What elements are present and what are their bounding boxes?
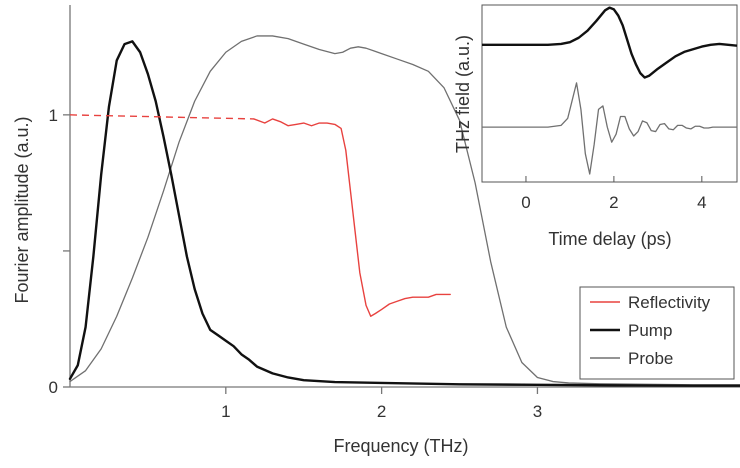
inset-ticks: 0 2 4	[521, 176, 707, 212]
inset-x-axis-label: Time delay (ps)	[548, 229, 671, 249]
main-y-tick-label-2: 1	[49, 106, 58, 125]
legend-items: Reflectivity Pump Probe	[590, 293, 711, 368]
legend-label-reflectivity: Reflectivity	[628, 293, 711, 312]
legend: Reflectivity Pump Probe	[579, 286, 735, 380]
inset-pump-waveform	[482, 6, 738, 79]
legend-label-probe: Probe	[628, 349, 673, 368]
inset-x-tick-label-1: 2	[609, 193, 618, 212]
main-x-tick-label-1: 2	[377, 402, 386, 421]
main-y-axis-label: Fourier amplitude (a.u.)	[12, 116, 32, 303]
series-reflectivity-dashed-line	[69, 114, 254, 120]
main-x-axis-label: Frequency (THz)	[333, 436, 468, 456]
inset-x-tick-label-2: 4	[697, 193, 706, 212]
main-series	[68, 35, 740, 387]
main-ticks: 1 2 3 0 1	[49, 106, 543, 421]
main-x-tick-label-0: 1	[221, 402, 230, 421]
inset-frame	[481, 4, 738, 183]
main-plot-area: 1 2 3 0 1 Frequency (THz) Fourier amplitude …	[12, 5, 740, 456]
inset-series	[482, 6, 738, 175]
inset-x-tick-label-0: 0	[521, 193, 530, 212]
series-reflectivity-line	[253, 118, 451, 317]
series-pump-line	[68, 40, 740, 387]
main-y-tick-label-0: 0	[49, 378, 58, 397]
series-probe-line	[69, 35, 740, 386]
inset-plot: 0 2 4 Time delay (ps) THz field (a.u.)	[453, 4, 738, 249]
inset-probe-waveform	[482, 82, 737, 175]
inset-y-axis-label: THz field (a.u.)	[453, 35, 473, 153]
legend-label-pump: Pump	[628, 321, 672, 340]
main-x-tick-label-2: 3	[533, 402, 542, 421]
